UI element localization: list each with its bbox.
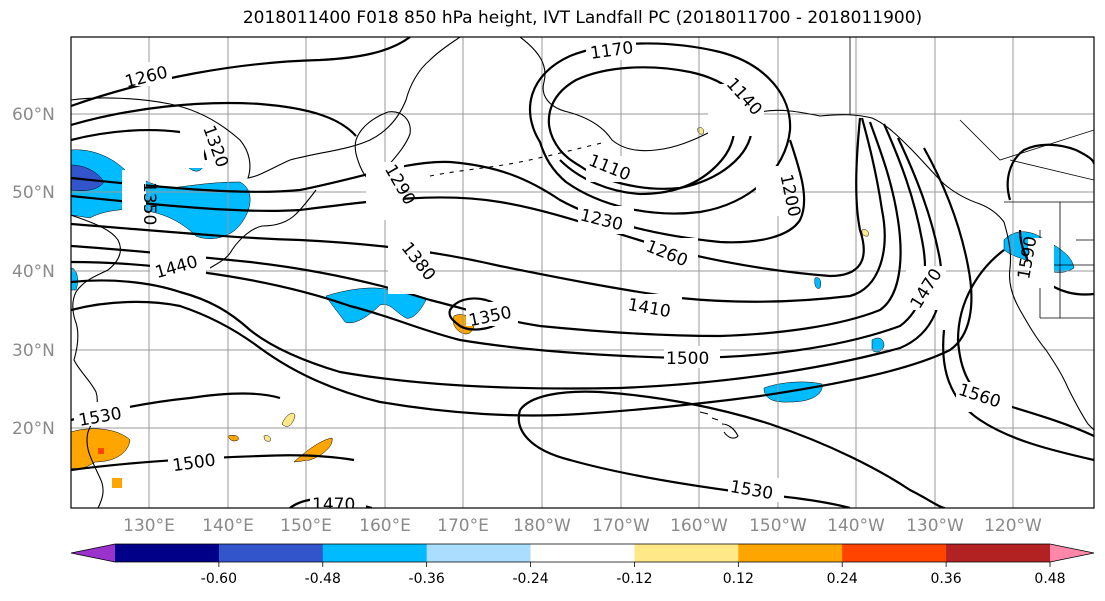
lon-label: 180°W bbox=[513, 516, 571, 536]
negative-shade-small-2 bbox=[814, 277, 822, 289]
colorbar-bin bbox=[530, 544, 635, 562]
colorbar-bin bbox=[842, 544, 947, 562]
colorbar-outline bbox=[70, 543, 1095, 563]
lat-label: 20°N bbox=[12, 419, 55, 439]
colorbar: -0.60 -0.48 -0.36 -0.24 -0.12 0.12 0.24 0.36 0.4… bbox=[70, 543, 1095, 587]
colorbar-bin bbox=[738, 544, 843, 562]
negative-shade-west-edge bbox=[71, 267, 78, 291]
border-canada-provinces bbox=[959, 119, 1094, 181]
graticule bbox=[71, 37, 1094, 508]
colorbar-tick-label: 0.24 bbox=[827, 571, 858, 587]
lon-label: 140°E bbox=[202, 516, 254, 536]
lon-label: 160°W bbox=[670, 516, 728, 536]
latitude-labels: 60°N 50°N 40°N 30°N 20°N bbox=[12, 105, 55, 439]
colorbar-tick-label: -0.24 bbox=[512, 571, 548, 587]
lat-label: 50°N bbox=[12, 183, 55, 203]
lon-label: 130°E bbox=[123, 516, 175, 536]
colorbar-tick-label: -0.12 bbox=[616, 571, 652, 587]
colorbar-bin bbox=[634, 544, 739, 562]
colorbar-tick-label: 0.36 bbox=[931, 571, 962, 587]
coastline-siberia bbox=[71, 37, 461, 179]
colorbar-tick-label: 0.12 bbox=[723, 571, 754, 587]
lon-label: 160°E bbox=[359, 516, 411, 536]
coastline-hawaii bbox=[699, 411, 739, 439]
lon-label: 170°W bbox=[592, 516, 650, 536]
colorbar-extend-high bbox=[1050, 544, 1094, 562]
colorbar-bin bbox=[115, 544, 220, 562]
positive-shade-small-a bbox=[227, 434, 239, 442]
lon-label: 140°W bbox=[827, 516, 885, 536]
colorbar-bin bbox=[218, 544, 324, 562]
colorbar-tick-label: -0.36 bbox=[409, 571, 445, 587]
lat-label: 40°N bbox=[12, 262, 55, 282]
colorbar-tick-label: -0.48 bbox=[305, 571, 341, 587]
lon-label: 150°W bbox=[749, 516, 807, 536]
positive-shade-core bbox=[98, 448, 104, 454]
contour-label: 1350 bbox=[139, 182, 159, 225]
contour-label: 1500 bbox=[666, 349, 709, 369]
positive-shade-small-b bbox=[263, 435, 271, 442]
coastline-asia bbox=[71, 214, 121, 508]
positive-shade-wake bbox=[281, 413, 296, 427]
contour-label: 1470 bbox=[312, 495, 355, 515]
colorbar-bin bbox=[946, 544, 1051, 562]
colorbar-extend-low bbox=[71, 544, 115, 562]
colorbar-tick-label: -0.60 bbox=[201, 571, 237, 587]
longitude-labels: 130°E 140°E 150°E 160°E 170°E 180°W 170°… bbox=[123, 516, 1042, 536]
lon-label: 120°W bbox=[984, 516, 1042, 536]
lon-label: 130°W bbox=[906, 516, 964, 536]
coastline-aleutians bbox=[429, 141, 607, 177]
negative-shade-small-1 bbox=[871, 337, 885, 353]
colorbar-tick-label: 0.48 bbox=[1034, 571, 1065, 587]
lat-label: 60°N bbox=[12, 105, 55, 125]
map-title: 2018011400 F018 850 hPa height, IVT Land… bbox=[242, 8, 923, 28]
lon-label: 170°E bbox=[437, 516, 489, 536]
map-frame bbox=[70, 36, 1095, 509]
coastline-kamchatka bbox=[354, 111, 411, 181]
negative-shade-hawaii-north bbox=[763, 381, 823, 403]
colorbar-bin bbox=[426, 544, 532, 562]
lon-label: 150°E bbox=[280, 516, 332, 536]
coastline-north-america bbox=[1003, 221, 1094, 431]
ivt-shading bbox=[71, 127, 1075, 488]
lat-label: 30°N bbox=[12, 341, 55, 361]
colorbar-bin bbox=[322, 544, 428, 562]
positive-shade-small-c bbox=[112, 478, 122, 488]
